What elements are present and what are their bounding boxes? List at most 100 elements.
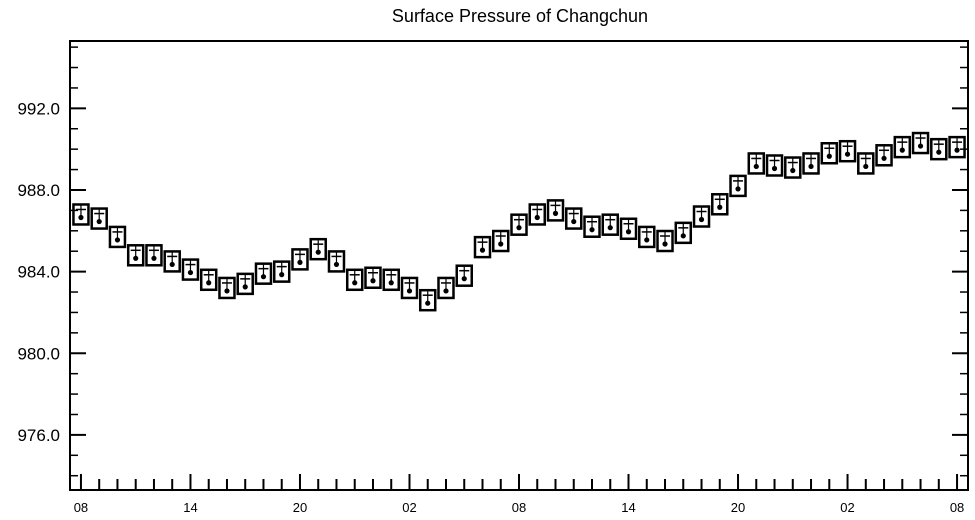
data-point bbox=[528, 203, 547, 226]
data-point-box bbox=[784, 156, 802, 179]
data-point bbox=[181, 258, 200, 281]
data-point-box bbox=[254, 262, 273, 285]
data-point-box bbox=[72, 203, 90, 226]
data-point-dot bbox=[114, 237, 121, 243]
data-point-dot bbox=[96, 218, 102, 225]
data-point-box bbox=[692, 205, 711, 228]
data-point bbox=[619, 217, 638, 241]
y-tick-label: 988.0 bbox=[17, 181, 60, 200]
data-point bbox=[309, 237, 327, 261]
data-point-box bbox=[820, 142, 839, 165]
data-point-box bbox=[400, 276, 419, 300]
data-point bbox=[692, 205, 711, 228]
data-point-dot bbox=[680, 233, 686, 239]
data-point-box bbox=[126, 244, 145, 267]
data-point-box bbox=[875, 144, 893, 167]
data-point-box bbox=[930, 137, 948, 161]
chart-title: Surface Pressure of Changchun bbox=[392, 6, 648, 26]
x-tick-label: 14 bbox=[183, 500, 197, 515]
data-point bbox=[455, 264, 473, 287]
data-point bbox=[218, 276, 236, 300]
data-point-box bbox=[747, 152, 766, 175]
data-point-dot bbox=[844, 151, 851, 157]
data-point-dot bbox=[698, 216, 705, 223]
data-point bbox=[565, 207, 583, 230]
data-point bbox=[199, 268, 218, 292]
data-point-dot bbox=[534, 214, 540, 221]
data-point-dot bbox=[260, 274, 267, 280]
data-point bbox=[656, 229, 674, 253]
data-point bbox=[126, 244, 145, 267]
data-point-box bbox=[711, 193, 729, 216]
data-point-dot bbox=[936, 149, 942, 155]
y-tick-label: 992.0 bbox=[17, 99, 60, 118]
data-point bbox=[510, 213, 528, 236]
data-point bbox=[108, 225, 127, 249]
data-point-dot bbox=[479, 247, 486, 253]
data-point-dot bbox=[78, 214, 84, 221]
data-point bbox=[327, 250, 346, 273]
data-point bbox=[820, 142, 839, 165]
y-tick-label: 976.0 bbox=[17, 426, 60, 445]
data-point-box bbox=[638, 225, 656, 249]
data-point-box bbox=[838, 139, 857, 163]
data-point bbox=[72, 203, 90, 226]
data-point-box bbox=[455, 264, 473, 287]
data-point bbox=[802, 152, 820, 175]
data-point-dot bbox=[370, 278, 376, 284]
data-point-dot bbox=[406, 288, 413, 294]
data-point-box bbox=[272, 260, 291, 283]
data-point bbox=[400, 276, 419, 300]
y-axis: 976.0 980.0 984.0 988.0 992.0 bbox=[17, 99, 968, 445]
data-point bbox=[345, 268, 364, 292]
data-point-dot bbox=[717, 204, 723, 210]
data-point-box bbox=[90, 207, 108, 230]
x-tick-label: 08 bbox=[74, 500, 88, 515]
data-point-box bbox=[418, 288, 437, 312]
data-point bbox=[784, 156, 802, 179]
data-point-dot bbox=[552, 210, 559, 216]
x-tick-label: 08 bbox=[512, 500, 526, 515]
data-point bbox=[491, 229, 510, 253]
data-point-dot bbox=[224, 288, 230, 294]
x-tick-label: 20 bbox=[731, 500, 745, 515]
x-axis: 08 14 20 02 08 14 20 02 08 bbox=[74, 474, 964, 515]
data-point-box bbox=[510, 213, 528, 236]
data-point bbox=[765, 154, 784, 177]
data-point-box bbox=[309, 237, 327, 261]
data-point bbox=[291, 248, 309, 271]
data-point-dot bbox=[826, 153, 832, 159]
data-point bbox=[729, 174, 747, 198]
y-minor-ticks bbox=[70, 46, 968, 477]
data-point-dot bbox=[917, 143, 924, 149]
x-tick-label: 02 bbox=[402, 500, 416, 515]
data-point-box bbox=[108, 225, 127, 249]
data-point bbox=[948, 135, 966, 159]
data-point bbox=[857, 152, 875, 175]
x-tick-label: 20 bbox=[293, 500, 307, 515]
data-point-box bbox=[291, 248, 309, 271]
data-point-dot bbox=[625, 229, 632, 235]
y-tick-label: 984.0 bbox=[17, 263, 60, 282]
data-markers bbox=[72, 131, 966, 312]
data-point-box bbox=[327, 250, 346, 273]
data-point-dot bbox=[863, 163, 869, 170]
data-point-box bbox=[765, 154, 784, 177]
data-point-dot bbox=[644, 237, 650, 243]
data-point-dot bbox=[242, 284, 248, 290]
data-point bbox=[601, 213, 620, 236]
data-point-dot bbox=[790, 167, 796, 174]
data-point-box bbox=[619, 217, 638, 241]
data-point bbox=[674, 221, 693, 245]
data-point-dot bbox=[425, 300, 431, 306]
data-point-box bbox=[437, 276, 455, 300]
plot-frame bbox=[69, 40, 969, 491]
data-point-dot bbox=[443, 288, 449, 294]
data-point-box bbox=[656, 229, 674, 253]
data-point-dot bbox=[881, 155, 887, 161]
data-point-box bbox=[491, 229, 510, 253]
data-point bbox=[546, 199, 565, 222]
data-point-dot bbox=[498, 241, 504, 247]
data-point bbox=[893, 135, 912, 159]
data-point-box bbox=[364, 266, 382, 289]
